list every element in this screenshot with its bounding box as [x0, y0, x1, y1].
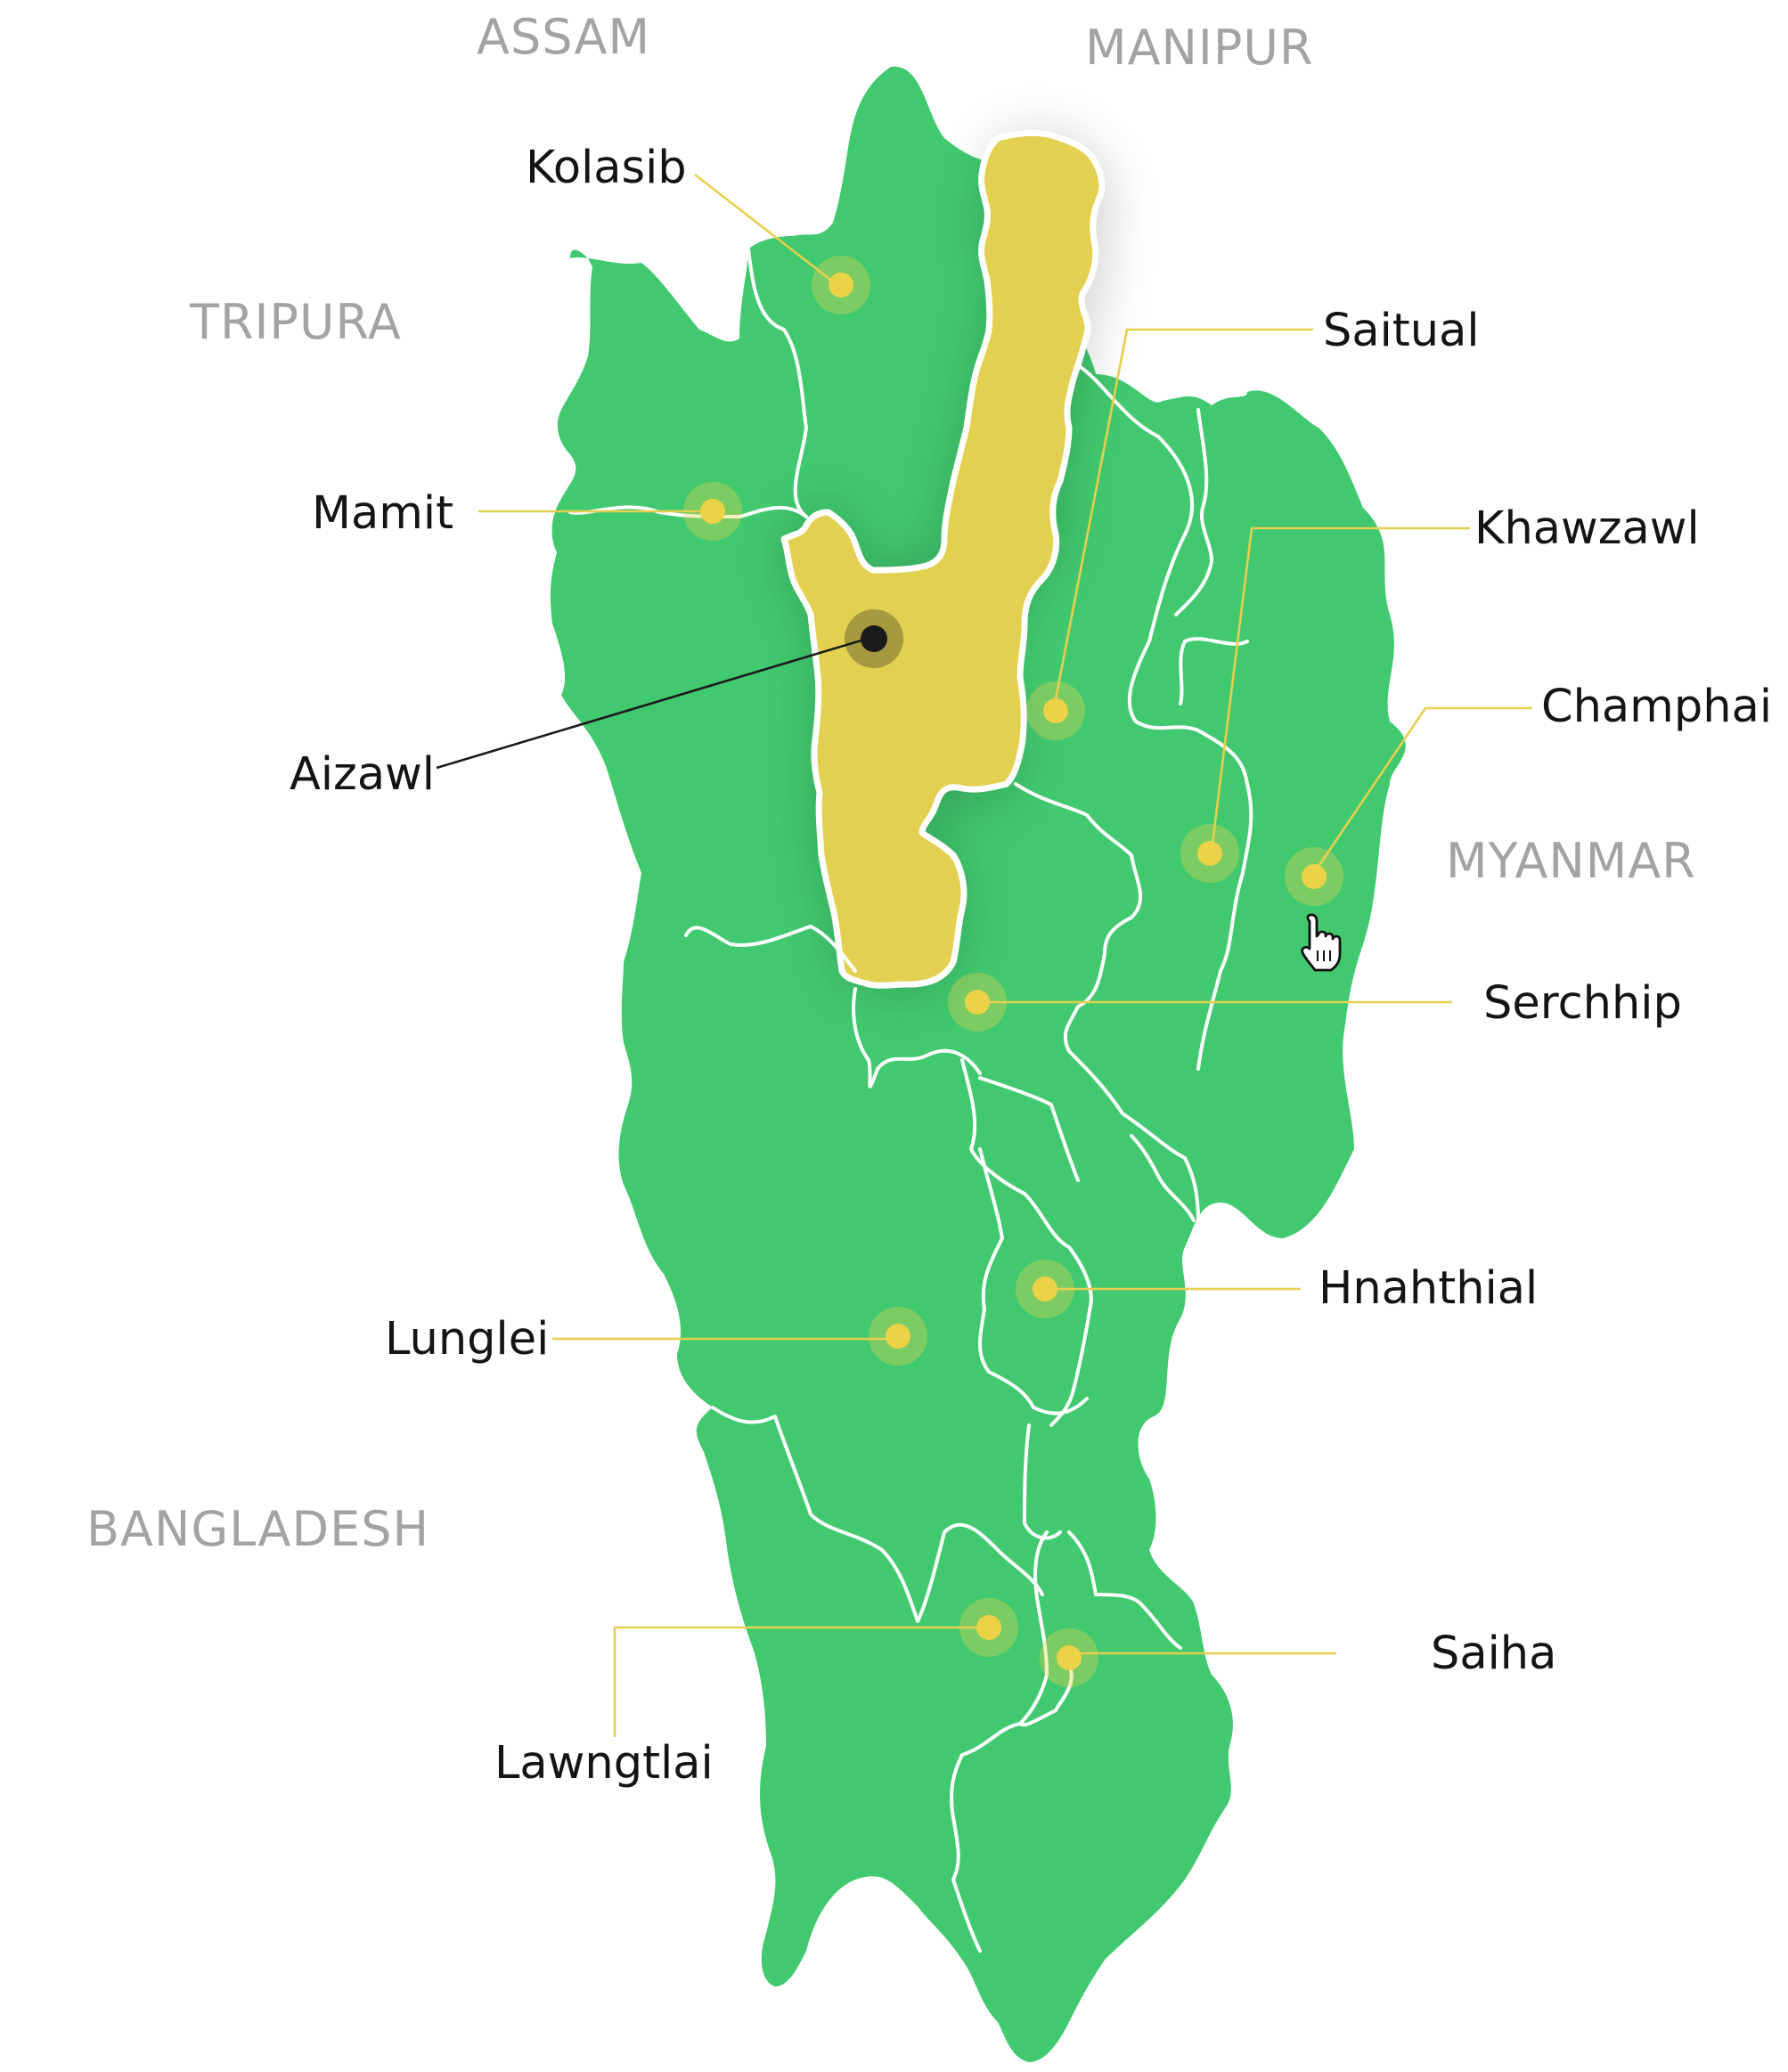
aizawl-district-shape[interactable]: [780, 129, 1106, 989]
marker-lawngtlai[interactable]: [959, 1598, 1018, 1657]
district-labels: Kolasib Mamit Aizawl Saitual Khawzawl Ch…: [290, 142, 1772, 1790]
district-label-mamit[interactable]: Mamit: [312, 487, 453, 540]
district-label-lawngtlai[interactable]: Lawngtlai: [494, 1737, 714, 1790]
district-label-serchhip[interactable]: Serchhip: [1483, 977, 1682, 1030]
marker-saiha[interactable]: [1040, 1628, 1098, 1687]
district-label-khawzawl[interactable]: Khawzawl: [1474, 502, 1700, 555]
marker-mamit[interactable]: [683, 482, 742, 541]
district-label-saitual[interactable]: Saitual: [1323, 305, 1480, 357]
district-label-champhai[interactable]: Champhai: [1541, 681, 1772, 733]
district-borders: [568, 248, 1253, 1953]
district-label-saiha[interactable]: Saiha: [1431, 1627, 1556, 1680]
neighbor-label-bangladesh: BANGLADESH: [86, 1501, 429, 1557]
district-markers: [683, 256, 1343, 1687]
mizoram-state-shape: [550, 66, 1406, 2063]
marker-serchhip[interactable]: [948, 973, 1007, 1032]
neighbor-label-myanmar: MYANMAR: [1446, 833, 1696, 889]
marker-aizawl-selected[interactable]: [845, 609, 903, 668]
leader-lines: [436, 173, 1532, 1737]
hand-pointer-icon: [1301, 913, 1342, 972]
marker-lunglei[interactable]: [869, 1307, 927, 1366]
marker-hnahthial[interactable]: [1016, 1260, 1074, 1318]
marker-saitual[interactable]: [1026, 681, 1085, 740]
district-label-lunglei[interactable]: Lunglei: [385, 1313, 549, 1366]
district-label-aizawl[interactable]: Aizawl: [290, 748, 435, 801]
neighbor-label-tripura: TRIPURA: [189, 294, 402, 350]
neighbor-label-assam: ASSAM: [477, 9, 650, 65]
marker-khawzawl[interactable]: [1180, 824, 1239, 883]
marker-champhai[interactable]: [1285, 847, 1343, 906]
marker-kolasib[interactable]: [812, 256, 870, 314]
neighbor-label-manipur: MANIPUR: [1085, 20, 1313, 76]
district-label-kolasib[interactable]: Kolasib: [526, 142, 687, 194]
district-label-hnahthial[interactable]: Hnahthial: [1319, 1262, 1538, 1315]
